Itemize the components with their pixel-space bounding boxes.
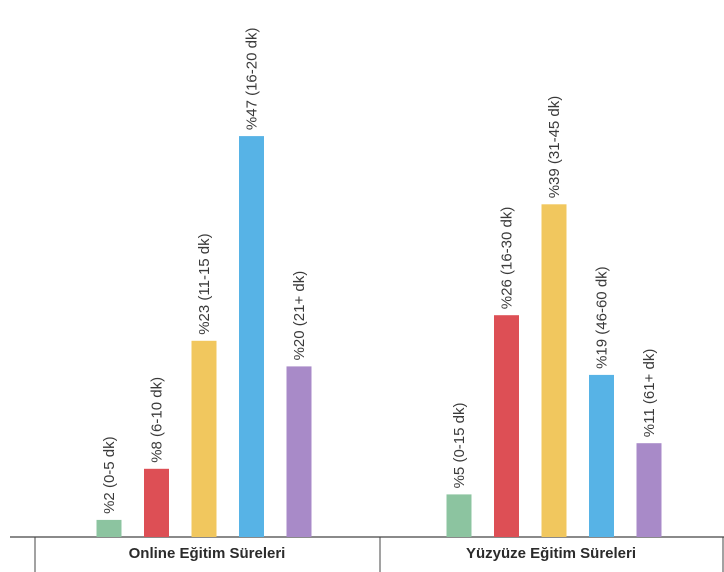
bar-label-g0-4: %20 (21+ dk) (291, 271, 308, 361)
bar-label-g1-1: %26 (16-30 dk) (499, 207, 516, 310)
bar-g1-0 (446, 494, 472, 537)
bar-label-g0-3: %47 (16-20 dk) (244, 28, 261, 131)
bar-label-g0-0: %2 (0-5 dk) (101, 436, 118, 514)
bar-g0-2 (191, 340, 217, 537)
bar-g0-0 (96, 519, 122, 537)
bar-g1-4 (636, 443, 662, 537)
group-label-yuzyuze: Yüzyüze Eğitim Süreleri (466, 545, 636, 562)
bars-layer: %2 (0-5 dk) %8 (6-10 dk) %23 (11-15 dk) %47… (96, 28, 662, 538)
group-label-online: Online Eğitim Süreleri (129, 545, 286, 562)
bar-label-g1-4: %11 (61+ dk) (641, 349, 658, 438)
bar-label-g1-2: %39 (31-45 dk) (546, 96, 563, 199)
bar-g1-3 (589, 374, 614, 537)
bar-g0-3 (239, 136, 264, 537)
bar-g1-2 (541, 204, 567, 538)
bar-label-g0-2: %23 (11-15 dk) (196, 233, 213, 334)
bar-g1-1 (494, 315, 519, 537)
bar-g0-1 (144, 468, 169, 537)
bar-label-g1-3: %19 (46-60 dk) (594, 266, 611, 369)
bar-g0-4 (286, 366, 312, 537)
bar-label-g1-0: %5 (0-15 dk) (451, 403, 468, 489)
bar-label-g0-1: %8 (6-10 dk) (149, 377, 166, 463)
